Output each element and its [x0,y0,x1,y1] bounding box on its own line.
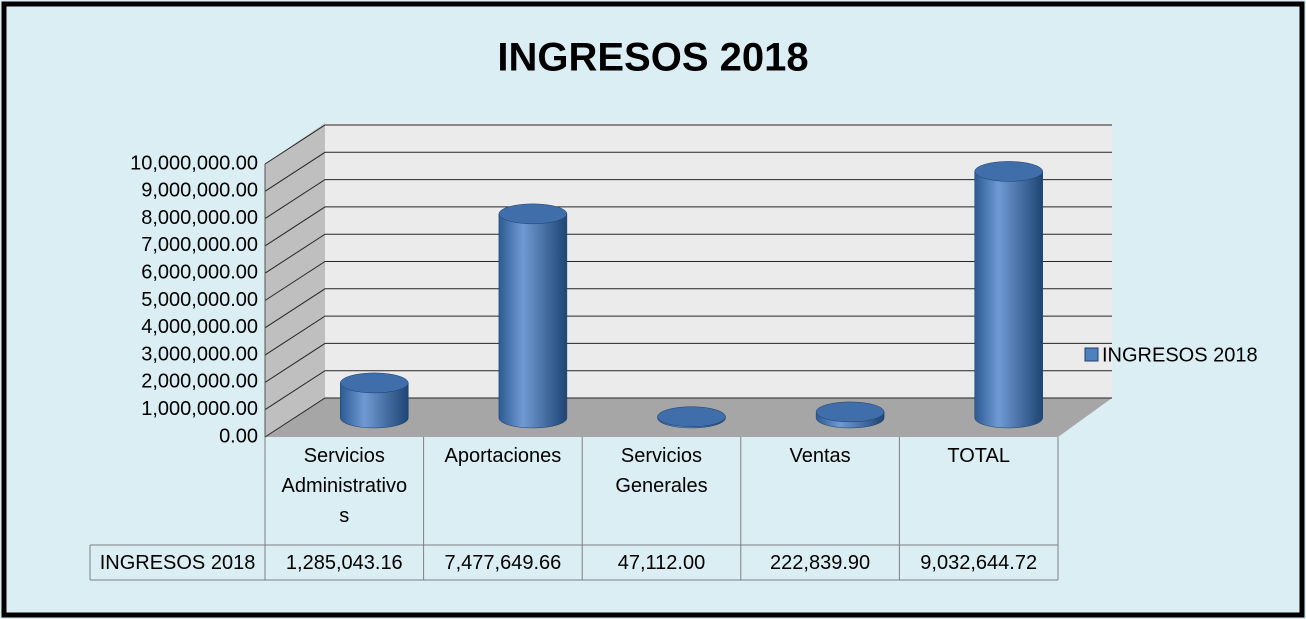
legend-label: INGRESOS 2018 [1102,344,1258,366]
y-tick-label: 10,000,000.00 [130,152,258,174]
y-tick-label: 6,000,000.00 [141,261,258,283]
y-tick-label: 8,000,000.00 [141,207,258,229]
grid-line [264,233,1112,274]
y-tick-label: 4,000,000.00 [141,316,258,338]
grid-line [264,288,1112,329]
grid-line [264,179,1112,220]
bar [498,203,568,429]
x-tick-label: TOTAL [947,445,1010,467]
side-wall [265,123,325,437]
x-tick-label: Aportaciones [444,445,562,467]
x-tick-label: Ventas [789,445,851,467]
bar-body [498,213,568,429]
bar-top [340,372,409,394]
x-tick-label: Servicios Administrativos [281,445,408,527]
y-tick-label: 2,000,000.00 [141,371,258,393]
bar [974,161,1043,429]
grid-line [264,342,1112,383]
grid-line [264,315,1112,356]
y-tick-label: 1,000,000.00 [141,398,258,420]
table-value: 222,839.90 [770,551,871,574]
bar-body [340,382,409,429]
series-label: INGRESOS 2018 [99,551,256,574]
grid-line [264,261,1112,301]
bar-top [657,406,726,427]
bar [657,406,726,429]
bar [815,401,885,429]
bar-top [815,401,885,423]
grid-line [264,206,1112,247]
grid-line [264,370,1112,411]
x-tick-label: Servicios Generales [615,445,708,497]
table-value: 9,032,644.72 [920,551,1038,574]
y-tick-label: 7,000,000.00 [141,234,258,256]
bar [340,372,409,429]
bar-top [498,203,568,225]
y-tick-label: 3,000,000.00 [141,343,258,365]
y-tick-label: 9,000,000.00 [141,180,258,202]
y-tick-label: 5,000,000.00 [141,289,258,311]
grid-line [264,397,1112,438]
legend-swatch [1084,347,1099,362]
table-value: 1,285,043.16 [285,551,403,574]
y-tick-label: 0.00 [219,425,258,447]
grid-line [264,124,1112,165]
chart-title: INGRESOS 2018 [497,36,808,80]
table-value: 7,477,649.66 [444,551,562,574]
bar-top [974,161,1043,182]
bar-body [974,171,1043,429]
table-value: 47,112.00 [617,551,706,574]
grid-line [264,151,1112,192]
